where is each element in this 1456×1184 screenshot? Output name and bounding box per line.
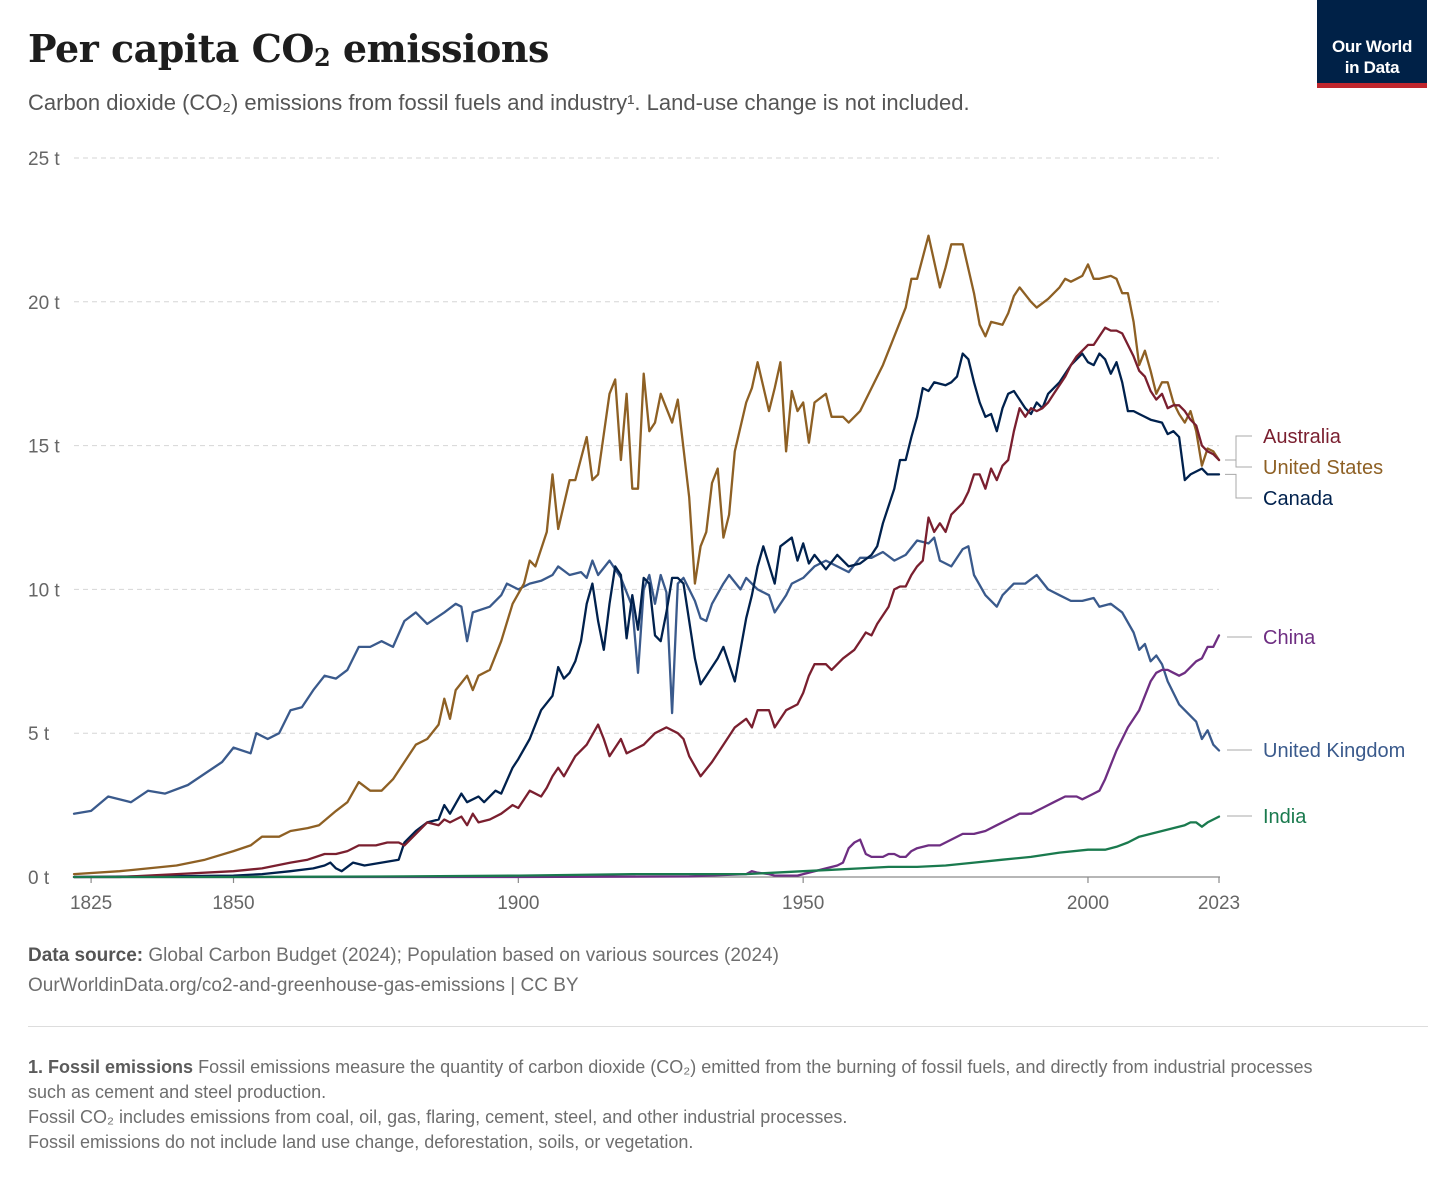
- series-line-united-kingdom: [72, 536, 1221, 815]
- x-tick-label: 1950: [782, 893, 824, 914]
- series-lines: [72, 234, 1221, 879]
- y-tick-label: 15 t: [28, 437, 60, 458]
- series-line-canada: [72, 352, 1221, 879]
- footnote-1: 1. Fossil emissions Fossil emissions mea…: [28, 1057, 1313, 1102]
- y-tick-label: 25 t: [28, 149, 60, 170]
- x-tick-label: 2000: [1067, 893, 1109, 914]
- source-label: Data source:: [28, 945, 144, 966]
- series-label-united-states: United States: [1263, 457, 1383, 479]
- source-text: Global Carbon Budget (2024); Population …: [143, 945, 779, 966]
- x-tick-label: 1825: [70, 893, 112, 914]
- y-axis-ticks: 0 t 5 t 10 t 15 t 20 t 25 t: [28, 149, 60, 889]
- series-label-united-kingdom: United Kingdom: [1263, 740, 1405, 762]
- line-chart: 0 t 5 t 10 t 15 t 20 t 25 t 1825 1850 1900 1950 2…: [28, 149, 1405, 914]
- y-tick-label: 20 t: [28, 293, 60, 314]
- logo-line1: Our World: [1331, 37, 1413, 56]
- series-line-united-states: [72, 234, 1221, 876]
- series-label-australia: Australia: [1263, 426, 1342, 448]
- series-label-canada: Canada: [1263, 488, 1334, 510]
- y-tick-label: 10 t: [28, 580, 60, 601]
- source-url[interactable]: OurWorldinData.org/co2-and-greenhouse-ga…: [28, 975, 579, 996]
- footnotes: 1. Fossil emissions Fossil emissions mea…: [28, 1055, 1348, 1155]
- x-tick-label: 2023: [1198, 893, 1240, 914]
- series-label-china: China: [1263, 627, 1316, 649]
- series-labels: United Kingdom United States Canada Austral…: [1225, 426, 1405, 828]
- y-gridlines: [74, 157, 1219, 734]
- chart-title: Per capita CO2 emissions: [28, 26, 549, 72]
- connector-australia: [1225, 435, 1252, 461]
- y-tick-label: 0 t: [28, 868, 50, 889]
- series-line-australia: [72, 326, 1221, 879]
- x-tick-label: 1850: [212, 893, 254, 914]
- connector-canada: [1225, 473, 1252, 499]
- x-tick-label: 1900: [497, 893, 539, 914]
- footnote-line-2: Fossil CO₂ includes emissions from coal,…: [28, 1107, 848, 1127]
- y-tick-label: 5 t: [28, 724, 50, 745]
- x-axis: 1825 1850 1900 1950 2000 2023: [70, 876, 1240, 914]
- series-line-india: [72, 815, 1221, 879]
- series-line-china: [72, 634, 1221, 879]
- logo-line2: in Data: [1344, 58, 1400, 77]
- footer-divider: [28, 1026, 1428, 1027]
- owid-logo[interactable]: Our World in Data: [1317, 0, 1427, 88]
- chart-subtitle: Carbon dioxide (CO₂) emissions from foss…: [28, 90, 970, 115]
- connector-united-states: [1225, 459, 1252, 468]
- footnote-line-3: Fossil emissions do not include land use…: [28, 1132, 694, 1152]
- series-label-india: India: [1263, 806, 1307, 828]
- source-note: Data source: Global Carbon Budget (2024)…: [28, 941, 779, 1001]
